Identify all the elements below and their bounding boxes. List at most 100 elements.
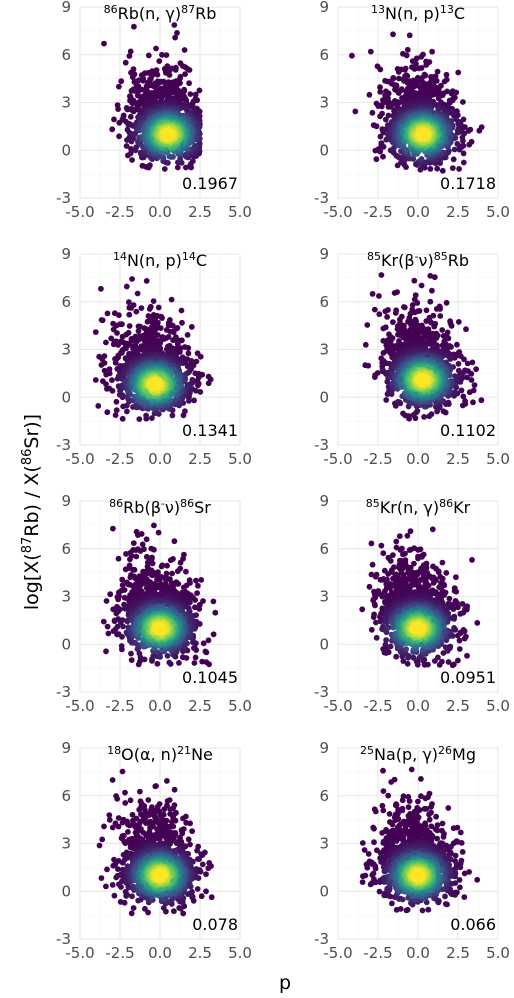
scatter-point: [172, 34, 179, 41]
scatter-point: [143, 412, 150, 419]
scatter-point: [192, 597, 199, 603]
y-tick-label: 3: [319, 341, 329, 359]
scatter-point: [463, 326, 469, 333]
scatter-point: [150, 83, 157, 90]
scatter-point: [188, 324, 195, 330]
scatter-point: [403, 52, 410, 59]
scatter-point: [163, 52, 170, 58]
scatter-point: [192, 143, 198, 149]
scatter-point: [126, 556, 133, 563]
y-tick-label: 0: [61, 388, 71, 406]
scatter-point: [140, 77, 147, 84]
y-tick-label: 0: [319, 388, 329, 406]
scatter-point: [449, 165, 456, 172]
scatter-point: [413, 60, 419, 67]
scatter-point: [172, 67, 179, 73]
scatter-point: [119, 321, 125, 328]
scatter-point: [128, 650, 134, 657]
scatter-point: [124, 408, 130, 415]
scatter-point: [110, 525, 116, 532]
y-tick-label: 0: [61, 141, 71, 159]
scatter-point: [374, 370, 381, 376]
y-tick-label: 0: [61, 635, 71, 653]
scatter-point: [117, 606, 123, 613]
scatter-point: [134, 290, 141, 297]
x-tick-label: 2.5: [446, 450, 470, 468]
scatter-point: [182, 164, 189, 171]
scatter-point: [202, 648, 209, 655]
scatter-point: [112, 412, 119, 418]
scatter-point: [402, 66, 408, 73]
scatter-point: [396, 399, 403, 406]
scatter-point: [174, 568, 181, 575]
x-tick-label: -5.0: [65, 203, 94, 221]
x-tick-label: 0.0: [406, 203, 430, 221]
scatter-points: [349, 31, 485, 174]
scatter-point: [154, 660, 161, 667]
scatter-point: [170, 337, 177, 344]
scatter-point: [404, 46, 411, 53]
scatter-point: [452, 373, 458, 379]
scatter-point: [460, 159, 467, 166]
scatter-point: [418, 53, 425, 60]
scatter-point: [128, 657, 135, 663]
scatter-point: [395, 90, 402, 96]
scatter-point: [376, 311, 383, 318]
scatter-point: [192, 654, 199, 661]
scatter-point: [419, 131, 426, 138]
scatter-point: [127, 48, 134, 55]
x-tick-label: 0.0: [406, 450, 430, 468]
scatter-point: [384, 314, 390, 320]
scatter-point: [411, 277, 418, 284]
scatter-point: [169, 89, 176, 96]
scatter-point: [123, 143, 130, 149]
scatter-point: [158, 95, 165, 102]
scatter-point: [401, 304, 408, 311]
scatter-point: [111, 116, 117, 123]
panel-title: 14N(n, p)14C: [113, 250, 207, 270]
scatter-point: [378, 272, 385, 278]
y-tick-label: 0: [319, 141, 329, 159]
scatter-point: [126, 53, 133, 59]
scatter-point: [167, 328, 174, 335]
scatter-point: [377, 84, 383, 91]
y-tick-label: 3: [319, 94, 329, 112]
scatter-point: [115, 555, 122, 562]
scatter-point: [128, 305, 135, 311]
scatter-point: [197, 353, 204, 360]
scatter-point: [92, 329, 99, 335]
scatter-point: [466, 141, 473, 148]
scatter-point: [122, 59, 129, 66]
scatter-point: [128, 146, 134, 152]
scatter-point: [171, 22, 178, 28]
scatter-point: [182, 408, 188, 415]
scatter-point: [198, 577, 205, 583]
scatter-point: [133, 144, 140, 151]
scatter-point: [418, 377, 425, 384]
scatter-point: [192, 604, 198, 611]
x-tick-label: -2.5: [363, 203, 392, 221]
scatter-point: [127, 113, 134, 120]
panel-value-label: 0.1102: [440, 421, 496, 440]
scatter-point: [101, 40, 107, 47]
x-tick-label: 2.5: [188, 203, 212, 221]
scatter-point: [181, 47, 188, 53]
scatter-point: [455, 319, 462, 325]
scatter-point: [99, 317, 106, 324]
scatter-point: [174, 30, 180, 36]
scatter-point: [383, 397, 390, 403]
scatter-point: [377, 88, 384, 95]
x-tick-label: -5.0: [323, 450, 352, 468]
scatter-point: [427, 166, 434, 172]
scatter-point: [460, 99, 466, 105]
scatter-point: [95, 403, 102, 409]
scatter-point: [390, 31, 396, 38]
scatter-point: [159, 315, 165, 321]
scatter-point: [136, 416, 143, 422]
scatter-point: [145, 52, 152, 59]
scatter-point: [142, 149, 149, 156]
scatter-point: [150, 298, 157, 304]
scatter-point: [166, 72, 173, 78]
scatter-point: [196, 87, 203, 94]
x-tick-label: 0.0: [148, 697, 172, 715]
